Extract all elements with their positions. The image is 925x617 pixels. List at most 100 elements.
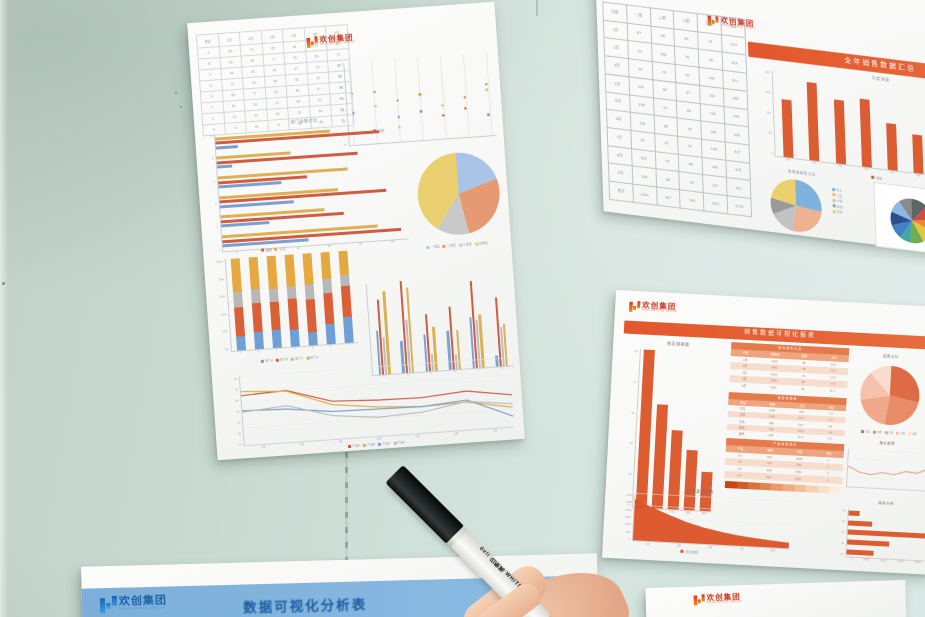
legend-item: E类 [907, 431, 917, 436]
segment [321, 278, 332, 293]
axis-tick: 30 [237, 431, 241, 436]
bar-row [846, 539, 925, 549]
axis-tick: 2500 [625, 500, 633, 505]
axis-tick: 70 [234, 387, 238, 392]
legend-label: 金额 [377, 128, 385, 134]
table-cell: 1041 [632, 184, 657, 206]
axis-tick: 10 [628, 472, 632, 477]
axis-tick: 1月 [645, 541, 650, 547]
segment [230, 258, 242, 293]
legend-label: 四季度 [478, 240, 488, 246]
grouped-hbar-plot [213, 120, 409, 253]
legend-item: 部门B [276, 357, 288, 362]
axis-tick: 2 [216, 224, 219, 229]
legend-label: 部门D [310, 354, 319, 360]
segment [284, 254, 296, 288]
axis-tick: 20% [221, 329, 228, 334]
table-cell: 11.2 [829, 388, 836, 393]
legend-swatch [348, 444, 352, 448]
logo-name-en: HUANCHUANG GROUP [641, 308, 678, 314]
legend-swatch [378, 442, 382, 446]
legend-label: D类 [900, 431, 906, 436]
stacked-column-chart: 100% 80% 60% 40% 20% 0% 1 2 3 4 5 6 7 [214, 250, 358, 354]
legend-item: A类 [861, 429, 870, 433]
data-table: 区域 销量 占比 环比 华东 1286 28.6 2.1 华南 1054 23.4 1.2 华北 886 1… [726, 399, 847, 442]
legend-item: 部门A [261, 358, 273, 363]
pie-legend: A类 B类 C类 D类 E类 [843, 428, 925, 437]
heat-cell [817, 485, 830, 494]
heat-cell [805, 485, 818, 493]
chart-title: 各区域销量 [666, 340, 690, 347]
axis-tick: 80% [218, 276, 225, 282]
legend-label: E类 [911, 431, 917, 436]
wall-panel-seam-top [536, 0, 538, 16]
legend-swatch [426, 245, 430, 249]
segment [269, 301, 281, 330]
axis-tick: 01 [842, 508, 846, 513]
segment [233, 306, 245, 337]
data-point [441, 104, 445, 107]
axis-tick: 80 [338, 62, 342, 67]
legend-item: 门店 [832, 192, 842, 198]
axis-tick: 4月 [376, 436, 382, 442]
segment [307, 332, 318, 346]
line-plot [845, 449, 925, 492]
axis-tick: 2000 [625, 507, 632, 512]
line-plot [238, 358, 514, 447]
table-cell: 1.5 [827, 436, 832, 441]
axis-tick: 03 [841, 530, 845, 535]
table-cell: 1111 [703, 192, 728, 214]
legend-label: 销量 [876, 176, 883, 181]
table-cell: P4 [724, 471, 755, 480]
data-point [463, 95, 467, 99]
legend-item: 产品C [378, 441, 391, 446]
table-cell: 1620 [783, 474, 814, 483]
data-table-region: 每月销售汇总 月份 销售额 数量 占比 1月 4235 86 15.2 2月 3962 78 14.1 3… [729, 342, 850, 394]
legend-item: C类 [884, 430, 893, 435]
bar-row [848, 510, 925, 520]
table-cell: 740 [679, 190, 705, 211]
axis-tick: 05 [840, 552, 844, 557]
legend-swatch [442, 244, 446, 248]
legend-swatch [861, 429, 865, 433]
axis-tick: 40 [236, 420, 241, 425]
axis-tick: 50 [236, 409, 240, 414]
segment [342, 316, 354, 344]
data-point [485, 88, 489, 92]
pie-legend: 一季度 二季度 三季度 四季度 [405, 239, 509, 250]
bar [912, 134, 924, 174]
legend-item: 二季度 [442, 243, 456, 248]
stacked-column [284, 254, 300, 347]
segment [268, 288, 279, 303]
legend-label: 直营 [836, 209, 843, 215]
bar-group [484, 274, 514, 367]
legend-item: D类 [896, 431, 905, 435]
chart-legend: 金额 [372, 128, 385, 134]
pie-chart [857, 363, 922, 428]
heat-cell [794, 484, 807, 493]
segment [287, 298, 299, 331]
grouped-hbar-chart: 6 5 4 3 2 1 0 20 40 60 80 100 [203, 120, 409, 254]
data-point [442, 113, 445, 117]
legend-swatch [274, 247, 278, 251]
stacked-column [230, 258, 246, 351]
legend-label: 其他 [836, 204, 843, 209]
chart-title: 品类占比 [882, 354, 899, 359]
data-point [486, 113, 490, 117]
axis-tick: 3 [215, 202, 217, 207]
table-cell: 11.8 [797, 434, 804, 439]
legend-swatch [832, 187, 836, 191]
legend-swatch [393, 441, 397, 445]
legend-swatch [896, 431, 900, 435]
axis-tick: 1500 [624, 514, 632, 520]
data-table: 月份 销售额 数量 占比 1月 4235 86 15.2 2月 3962 78 14.1 3月 3610 7… [729, 349, 849, 394]
legend-label: 产品C [382, 441, 391, 446]
legend-item: 直营 [832, 209, 843, 215]
axis-tick: 30 [631, 410, 635, 415]
bar [848, 520, 873, 527]
heat-cell [736, 481, 749, 490]
segment [235, 336, 246, 351]
pie-plot [857, 363, 922, 428]
line-chart [845, 449, 925, 492]
